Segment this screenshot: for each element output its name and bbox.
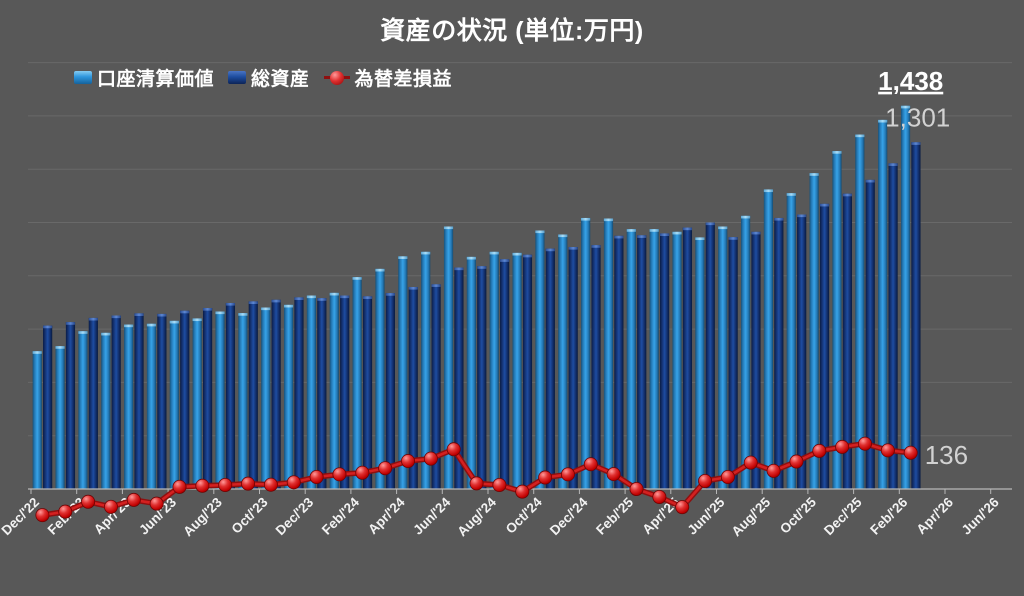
svg-text:Oct/'24: Oct/'24	[503, 494, 545, 536]
svg-text:Jun/'24: Jun/'24	[410, 494, 453, 537]
bars-total-assets	[43, 142, 921, 490]
legend-label-fx-gain-loss: 為替差損益	[354, 69, 453, 90]
svg-text:Apr/'24: Apr/'24	[365, 494, 408, 537]
svg-text:Apr/'26: Apr/'26	[914, 494, 957, 537]
label-account-value-latest: 1,438	[878, 66, 943, 96]
svg-text:Jun/'26: Jun/'26	[959, 494, 1002, 537]
legend-item-fx-gain-loss: 為替差損益	[323, 64, 453, 91]
svg-text:Feb/'26: Feb/'26	[867, 494, 910, 537]
fx-markers	[35, 436, 918, 523]
svg-text:Oct/'23: Oct/'23	[229, 494, 271, 536]
legend-label-total-assets: 総資産	[251, 69, 310, 90]
svg-text:Dec/'24: Dec/'24	[547, 494, 591, 538]
chart-legend: 口座清算価値 総資産 為替差損益	[74, 64, 452, 91]
svg-text:Dec/'25: Dec/'25	[821, 494, 865, 538]
legend-item-account-value: 口座清算価値	[74, 64, 214, 91]
end-value-labels: 1,438 1,301 136	[878, 66, 968, 470]
label-total-assets-latest: 1,301	[885, 102, 950, 132]
chart-title: 資産の状況 (単位:万円)	[380, 17, 644, 45]
svg-text:Aug/'24: Aug/'24	[454, 494, 499, 539]
bars-account-value	[32, 105, 911, 490]
svg-text:Dec/'23: Dec/'23	[273, 494, 317, 538]
legend-label-account-value: 口座清算価値	[97, 69, 215, 90]
total-assets-swatch-icon	[228, 71, 247, 84]
fx-sphere-icon	[329, 70, 344, 85]
svg-text:Oct/'25: Oct/'25	[777, 494, 819, 536]
svg-text:Feb/'25: Feb/'25	[593, 494, 636, 537]
svg-text:Feb/'24: Feb/'24	[319, 494, 362, 537]
account-value-swatch-icon	[74, 71, 92, 84]
svg-text:Aug/'25: Aug/'25	[729, 494, 774, 539]
fx-line-marker-icon	[323, 70, 350, 85]
svg-text:Aug/'23: Aug/'23	[180, 494, 225, 539]
label-fx-gain-loss-latest: 136	[925, 440, 968, 470]
legend-item-total-assets: 総資産	[228, 64, 310, 91]
